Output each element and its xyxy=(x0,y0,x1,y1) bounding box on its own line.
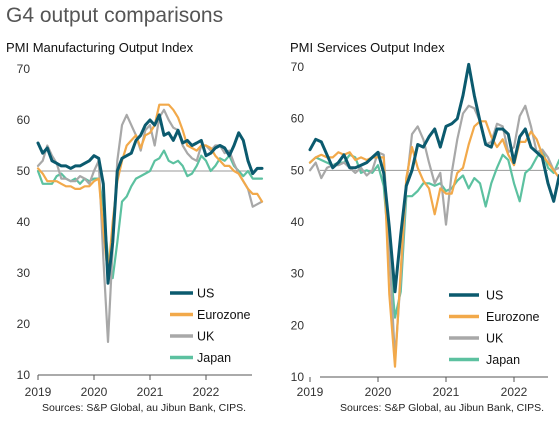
manufacturing-x-tick-label: 2022 xyxy=(193,385,220,399)
services-y-tick-label: 60 xyxy=(291,112,305,126)
manufacturing-x-tick-label: 2019 xyxy=(25,385,52,399)
services-source-note: Sources: S&P Global, au Jibun Bank, CIPS… xyxy=(340,402,545,414)
manufacturing-chart-title: PMI Manufacturing Output Index xyxy=(6,40,194,55)
services-legend-label-japan: Japan xyxy=(486,353,520,367)
manufacturing-legend-label-eurozone: Eurozone xyxy=(197,308,251,322)
manufacturing-series-eurozone xyxy=(36,103,264,277)
services-legend-label-us: US xyxy=(486,289,503,303)
services-legend-label-uk: UK xyxy=(486,332,504,346)
manufacturing-legend-label-japan: Japan xyxy=(197,351,231,365)
manufacturing-y-tick-label: 10 xyxy=(17,368,31,382)
services-x-tick-label: 2020 xyxy=(365,385,392,399)
services-x-tick-label: 2019 xyxy=(297,385,324,399)
services-y-tick-label: 10 xyxy=(291,370,305,384)
manufacturing-chart: 10 20 30 40 50 60 70 2019 2020 2021 2022 US Eurozone… xyxy=(17,62,264,399)
manufacturing-x-tick-label: 2021 xyxy=(137,385,164,399)
manufacturing-series-uk xyxy=(36,108,264,343)
page-title: G4 output comparisons xyxy=(6,4,224,27)
manufacturing-legend-label-us: US xyxy=(197,287,214,301)
services-legend-label-eurozone: Eurozone xyxy=(486,310,540,324)
manufacturing-series-japan xyxy=(36,149,264,280)
services-panel: PMI Services Output Index 10 20 30 40 50 60 70… xyxy=(284,40,559,428)
manufacturing-y-tick-label: 50 xyxy=(17,164,31,178)
manufacturing-legend-label-uk: UK xyxy=(197,330,215,344)
services-y-tick-label: 70 xyxy=(291,60,305,74)
manufacturing-x-tick-label: 2020 xyxy=(81,385,108,399)
services-chart-title: PMI Services Output Index xyxy=(290,40,445,55)
services-y-tick-label: 30 xyxy=(291,267,305,281)
manufacturing-series-us xyxy=(36,113,264,285)
services-y-tick-label: 20 xyxy=(291,318,305,332)
manufacturing-source-note: Sources: S&P Global, au Jibun Bank, CIPS… xyxy=(42,402,247,414)
services-x-tick-label: 2022 xyxy=(501,385,528,399)
manufacturing-y-tick-label: 30 xyxy=(17,266,31,280)
services-series-japan xyxy=(308,148,559,319)
manufacturing-y-tick-label: 70 xyxy=(17,62,31,76)
services-series-us xyxy=(308,62,559,294)
services-series-uk xyxy=(308,104,559,360)
services-x-tick-label: 2021 xyxy=(433,385,460,399)
manufacturing-panel: PMI Manufacturing Output Index 10 20 30 40 5… xyxy=(0,40,275,428)
manufacturing-y-tick-label: 60 xyxy=(17,113,31,127)
manufacturing-y-tick-label: 40 xyxy=(17,215,31,229)
services-chart: 10 20 30 40 50 60 70 2019 2020 2021 2022 US Eurozone… xyxy=(291,60,559,399)
services-y-tick-label: 50 xyxy=(291,163,305,177)
services-y-tick-label: 40 xyxy=(291,215,305,229)
services-series-eurozone xyxy=(308,120,559,368)
manufacturing-y-tick-label: 20 xyxy=(17,317,31,331)
